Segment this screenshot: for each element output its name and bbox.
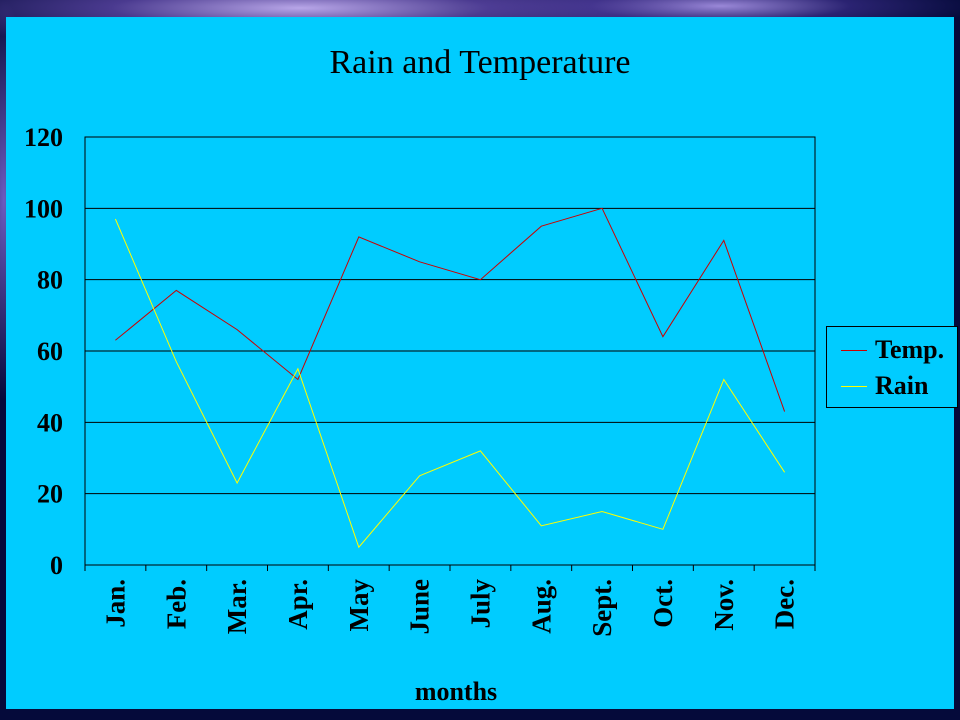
legend-swatch-temp [841,350,867,351]
x-axis-label: months [414,677,498,706]
chart-title: Rain and Temperature [329,44,631,81]
x-tick-label: June [405,579,435,635]
series-line-temp [115,207,786,412]
legend-item-rain: Rain [827,368,957,404]
y-tick-label: 60 [37,337,63,366]
y-tick-label: 100 [24,194,63,223]
y-tick-label: 20 [37,480,63,509]
legend-item-temp: Temp. [827,332,957,368]
x-tick-label: Nov. [709,579,739,631]
x-tick-label: Sept. [587,579,617,637]
legend: Temp. Rain [826,326,958,408]
x-axis-ticks: Jan. Feb. Mar. Apr. May June July Aug. Sept. Oct.… [84,565,816,637]
y-tick-label: 80 [37,266,63,295]
y-tick-label: 40 [37,408,63,437]
x-tick-label: Dec. [770,579,800,629]
series-lines [114,207,786,549]
x-tick-label: July [465,579,495,629]
y-tick-label: 120 [24,123,63,152]
legend-swatch-rain [841,386,867,387]
x-tick-label: Aug. [526,579,556,634]
x-tick-label: Mar. [222,579,252,634]
x-tick-label: Apr. [283,579,313,630]
x-tick-label: May [344,579,374,632]
y-tick-label: 0 [50,551,63,580]
chart-area: Rain and Temperature 0 20 40 60 80 100 120 Jan… [6,17,958,709]
x-tick-label: Feb. [161,579,191,629]
x-tick-label: Jan. [100,579,130,628]
series-line-rain [114,218,786,549]
legend-label-rain: Rain [875,371,929,400]
x-tick-label: Oct. [648,579,678,628]
y-axis-ticks: 0 20 40 60 80 100 120 [24,123,63,580]
legend-label-temp: Temp. [875,335,945,364]
gridlines [85,207,815,495]
